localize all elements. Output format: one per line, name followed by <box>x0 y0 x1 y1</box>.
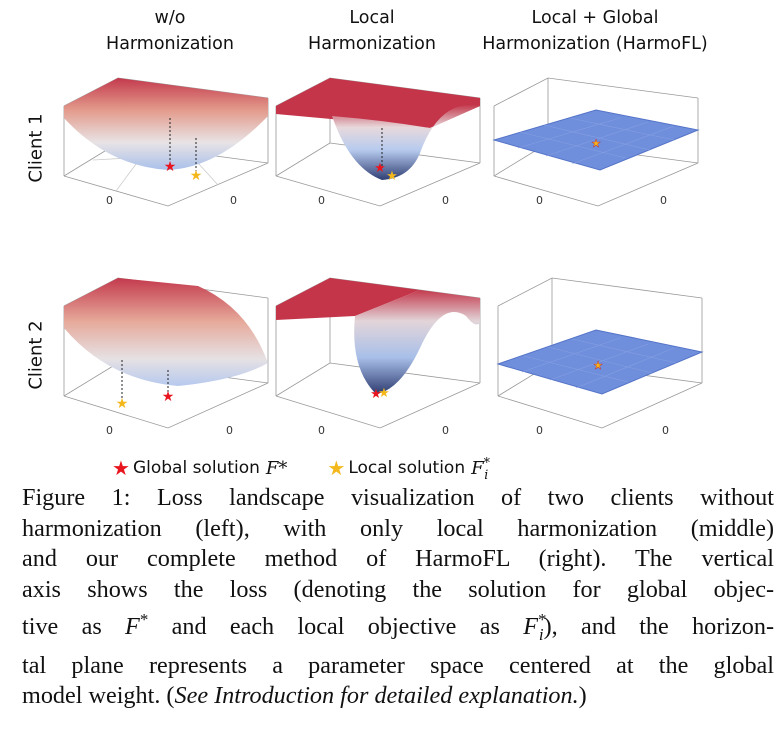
axis-tick-x: 0 <box>536 424 543 437</box>
panel-client1-harmofl: ★ 0 0 <box>488 58 706 218</box>
panel-client2-no-harmonization: ★ ★ 0 0 <box>58 268 276 440</box>
axis-tick-x: 0 <box>536 194 543 207</box>
caption-line-1: Figure 1: Loss landscape visualization o… <box>22 484 774 511</box>
local-solution-star: ★ <box>190 169 203 184</box>
column-header-local-harmonization: Local Harmonization <box>308 8 436 54</box>
axis-tick-y: 0 <box>442 194 449 207</box>
axis-tick-y: 0 <box>230 194 237 207</box>
global-solution-star: ★ <box>162 390 175 405</box>
column-header-harmofl: Local + Global Harmonization (HarmoFL) <box>482 8 708 54</box>
axis-tick-x: 0 <box>318 194 325 207</box>
red-star-icon: ★ <box>112 456 130 481</box>
panel-client1-no-harmonization: ★ ★ 0 0 <box>58 58 276 218</box>
legend: ★ Global solution F* ★ Local solution F*… <box>112 455 528 482</box>
solution-star: ★ <box>591 138 601 150</box>
loss-surface-bowl-wide: ★ ★ 0 0 <box>63 77 269 207</box>
panel-client2-harmofl: ★ 0 0 <box>492 268 710 440</box>
caption-line-5: tive as F* and each local objective as F… <box>22 610 775 645</box>
legend-item-local: ★ Local solution F*i <box>327 455 490 482</box>
yellow-star-icon: ★ <box>327 456 346 481</box>
panel-client2-local-harmonization: ★ ★ 0 0 <box>270 268 488 440</box>
global-solution-star: ★ <box>164 160 177 175</box>
axis-tick-x: 0 <box>106 424 113 437</box>
caption-line-3: and our complete method of HarmoFL (righ… <box>22 545 774 573</box>
axis-tick-x: 0 <box>318 424 325 437</box>
legend-item-global: ★ Global solution F* <box>112 458 287 479</box>
global-solution-star: ★ <box>374 160 386 175</box>
local-solution-star: ★ <box>116 397 129 412</box>
solution-star: ★ <box>593 360 603 372</box>
axis-tick-y: 0 <box>662 424 669 437</box>
caption-line-7: model weight. (See Introduction for deta… <box>22 682 587 710</box>
loss-surface-flat: ★ 0 0 <box>492 77 700 207</box>
legend-local-symbol: F*i <box>471 455 490 482</box>
caption-line-2: harmonization (left), with only local ha… <box>22 514 774 542</box>
column-header-no-harmonization: w/o Harmonization <box>106 8 234 54</box>
axis-tick-y: 0 <box>660 194 667 207</box>
figure-caption: Figure 1: Loss landscape visualization o… <box>22 483 774 712</box>
legend-local-text: Local solution <box>348 458 466 479</box>
loss-surface-bowl-wide: ★ ★ 0 0 <box>63 277 269 437</box>
legend-global-symbol: F* <box>265 457 288 479</box>
local-solution-star: ★ <box>386 168 398 183</box>
axis-tick-x: 0 <box>106 194 113 207</box>
axis-tick-y: 0 <box>442 424 449 437</box>
row-label-client-2: Client 2 <box>25 320 47 390</box>
loss-surface-bowl-sharp: ★ ★ 0 0 <box>275 277 481 437</box>
row-label-client-1: Client 1 <box>25 113 47 183</box>
global-solution-star: ★ <box>370 386 382 401</box>
caption-line-4: axis shows the loss (denoting the soluti… <box>22 575 774 603</box>
panel-client1-local-harmonization: ★ ★ 0 0 <box>270 58 488 218</box>
caption-line-6: tal plane represents a parameter space c… <box>22 651 774 679</box>
legend-global-text: Global solution <box>132 458 260 479</box>
loss-surface-bowl-sharp: ★ ★ 0 0 <box>275 77 481 207</box>
local-solution-star: ★ <box>378 385 390 400</box>
loss-surface-flat: ★ 0 0 <box>496 277 704 437</box>
axis-tick-y: 0 <box>226 424 233 437</box>
